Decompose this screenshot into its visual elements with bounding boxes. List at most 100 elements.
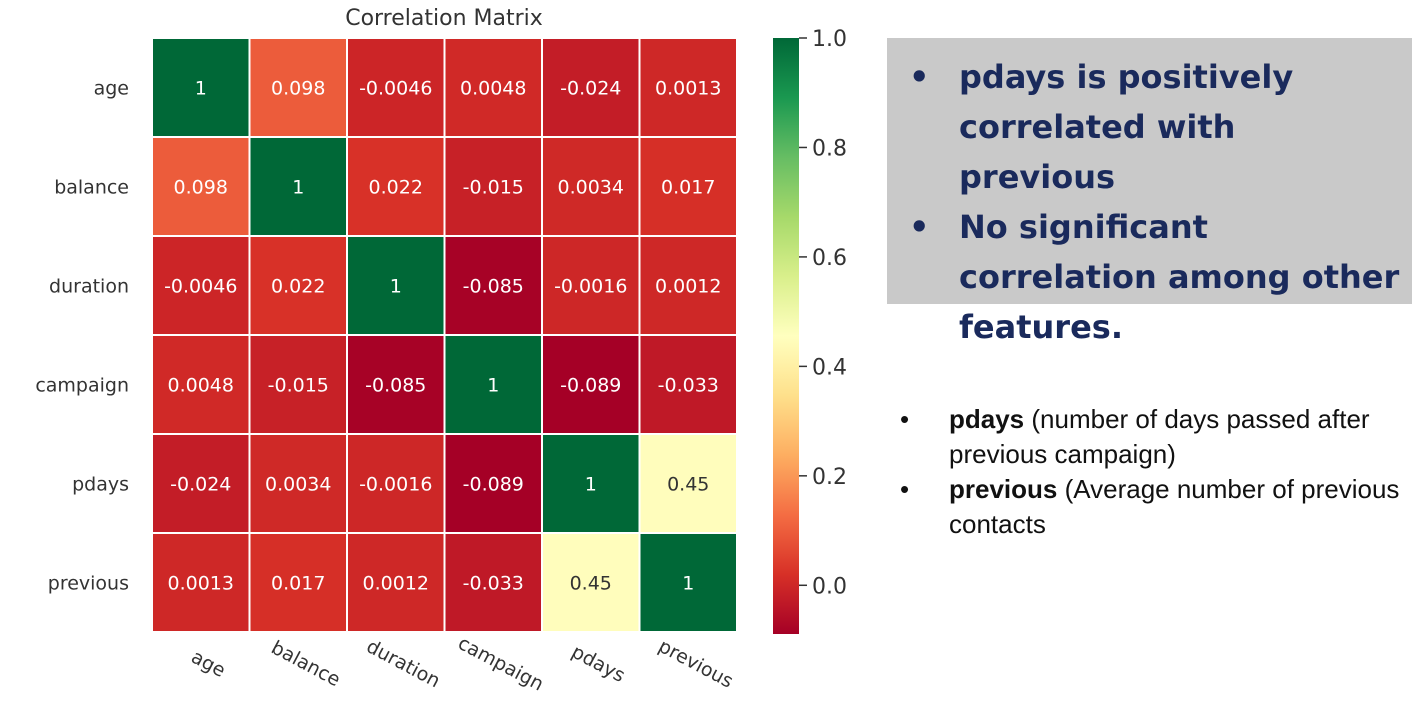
- heatmap-cell: [638, 136, 738, 237]
- cell-value-label: -0.015: [463, 177, 524, 199]
- heatmap-cell: [638, 235, 738, 336]
- colorbar-tick-label: 0.0: [812, 574, 847, 599]
- heatmap-cell: [248, 235, 348, 336]
- x-axis-labels: age balance duration campaign pdays previous: [187, 632, 736, 695]
- heatmap-cell: [151, 334, 251, 435]
- heatmap-cell: [151, 532, 251, 633]
- cell-value-label: 0.0048: [460, 78, 526, 100]
- y-tick-label: campaign: [35, 375, 129, 397]
- x-tick-label: campaign: [454, 632, 547, 695]
- colorbar: [773, 38, 799, 634]
- cell-value-label: -0.0016: [554, 276, 627, 298]
- cell-value-label: -0.085: [365, 375, 426, 397]
- cell-value-label: -0.033: [658, 375, 719, 397]
- heatmap-cell: [541, 235, 641, 336]
- y-axis-labels: age balance duration campaign pdays previous: [35, 78, 129, 595]
- y-tick-label: duration: [49, 276, 129, 298]
- cell-value-label: 0.0034: [265, 474, 331, 496]
- bullet-icon: •: [909, 58, 930, 96]
- heatmap-cell: [248, 334, 348, 435]
- heatmap-cell: [443, 235, 543, 336]
- y-tick-label: balance: [54, 177, 129, 199]
- heatmap-cell: [248, 136, 348, 237]
- y-tick-label: age: [94, 78, 129, 100]
- cell-value-label: -0.024: [170, 474, 231, 496]
- note-term: pdays: [949, 404, 1025, 434]
- x-tick-label: duration: [363, 635, 444, 692]
- cell-value-label: 0.022: [369, 177, 423, 199]
- cell-value-label: 0.022: [271, 276, 325, 298]
- cell-value-label: 0.0034: [558, 177, 624, 199]
- heatmap-cell: [541, 334, 641, 435]
- cell-value-label: -0.024: [560, 78, 621, 100]
- callout-point-1: • pdays is positively correlated with pr…: [899, 52, 1402, 202]
- heatmap-cell: [346, 433, 446, 534]
- colorbar-tick-label: 0.4: [812, 355, 847, 380]
- y-tick-label: pdays: [72, 474, 129, 496]
- colorbar-ticks: 1.0 0.8 0.6 0.4 0.2 0.0: [799, 27, 847, 599]
- callout-point-text: No significant correlation among other f…: [959, 208, 1400, 346]
- cell-value-label: 0.0012: [655, 276, 721, 298]
- cell-value-label: 0.098: [174, 177, 228, 199]
- cell-value-label: 1: [195, 78, 207, 100]
- cell-value-label: -0.0016: [359, 474, 432, 496]
- note-description: (Average number of previous contacts: [949, 474, 1400, 539]
- heatmap-cell: [443, 532, 543, 633]
- cell-value-label: -0.089: [463, 474, 524, 496]
- heatmap-cell: [638, 334, 738, 435]
- cell-value-label: 1: [682, 573, 694, 595]
- heatmap-cell: [443, 136, 543, 237]
- cell-value-label: 0.0012: [363, 573, 429, 595]
- cell-value-label: -0.0046: [359, 78, 432, 100]
- x-tick-label: age: [187, 646, 229, 682]
- notes-list: • pdays (number of days passed after prev…: [900, 402, 1410, 542]
- callout-point-2: • No significant correlation among other …: [899, 202, 1402, 352]
- note-description: (number of days passed after previous ca…: [949, 404, 1370, 469]
- heatmap-cell: [151, 37, 251, 138]
- heatmap-cell: [443, 334, 543, 435]
- colorbar-tick-label: 0.2: [812, 465, 847, 490]
- x-tick-label: pdays: [568, 641, 629, 687]
- bullet-icon: •: [900, 474, 910, 504]
- chart-title: Correlation Matrix: [345, 6, 543, 31]
- cell-value-label: 0.0048: [168, 375, 234, 397]
- note-item-previous: • previous (Average number of previous co…: [900, 472, 1410, 542]
- cell-value-label: 0.098: [271, 78, 325, 100]
- heatmap-cell: [638, 433, 738, 534]
- cell-value-label: 0.0013: [168, 573, 234, 595]
- colorbar-tick-label: 1.0: [812, 27, 847, 52]
- cell-value-label: 0.0013: [655, 78, 721, 100]
- correlation-heatmap-chart: Correlation Matrix 1 0.098 -0.0046 0.0048 -0…: [35, 6, 847, 696]
- bullet-icon: •: [900, 404, 910, 434]
- cell-value-label: 0.017: [271, 573, 325, 595]
- bullet-icon: •: [909, 208, 930, 246]
- callout-list: • pdays is positively correlated with pr…: [899, 52, 1402, 352]
- heatmap-cell: [346, 334, 446, 435]
- cell-value-label: 0.45: [667, 474, 709, 496]
- y-tick-label: previous: [48, 573, 129, 595]
- cell-value-label: 1: [292, 177, 304, 199]
- note-item-pdays: • pdays (number of days passed after prev…: [900, 402, 1410, 472]
- cell-value-label: 1: [585, 474, 597, 496]
- cell-value-label: -0.033: [463, 573, 524, 595]
- heatmap-cell: [638, 37, 738, 138]
- cell-value-label: 0.017: [661, 177, 715, 199]
- feature-notes: • pdays (number of days passed after prev…: [900, 402, 1410, 542]
- cell-value-label: 1: [487, 375, 499, 397]
- heatmap-cell: [248, 37, 348, 138]
- x-tick-label: balance: [268, 637, 344, 692]
- cell-value-label: 0.45: [570, 573, 612, 595]
- callout-box: • pdays is positively correlated with pr…: [887, 38, 1412, 346]
- x-tick-label: previous: [655, 635, 737, 693]
- cell-value-label: -0.015: [268, 375, 329, 397]
- heatmap-cell: [541, 433, 641, 534]
- heatmap-cell: [443, 433, 543, 534]
- colorbar-tick-label: 0.8: [812, 136, 847, 161]
- heatmap-cell: [346, 37, 446, 138]
- heatmap-cells: 1 0.098 -0.0046 0.0048 -0.024 0.0013 0.098 1 0.0…: [151, 37, 738, 633]
- note-term: previous: [949, 474, 1058, 504]
- heatmap-cell: [638, 532, 738, 633]
- cell-value-label: 1: [390, 276, 402, 298]
- cell-value-label: -0.0046: [164, 276, 237, 298]
- callout-point-text: pdays is positively correlated with prev…: [959, 58, 1294, 196]
